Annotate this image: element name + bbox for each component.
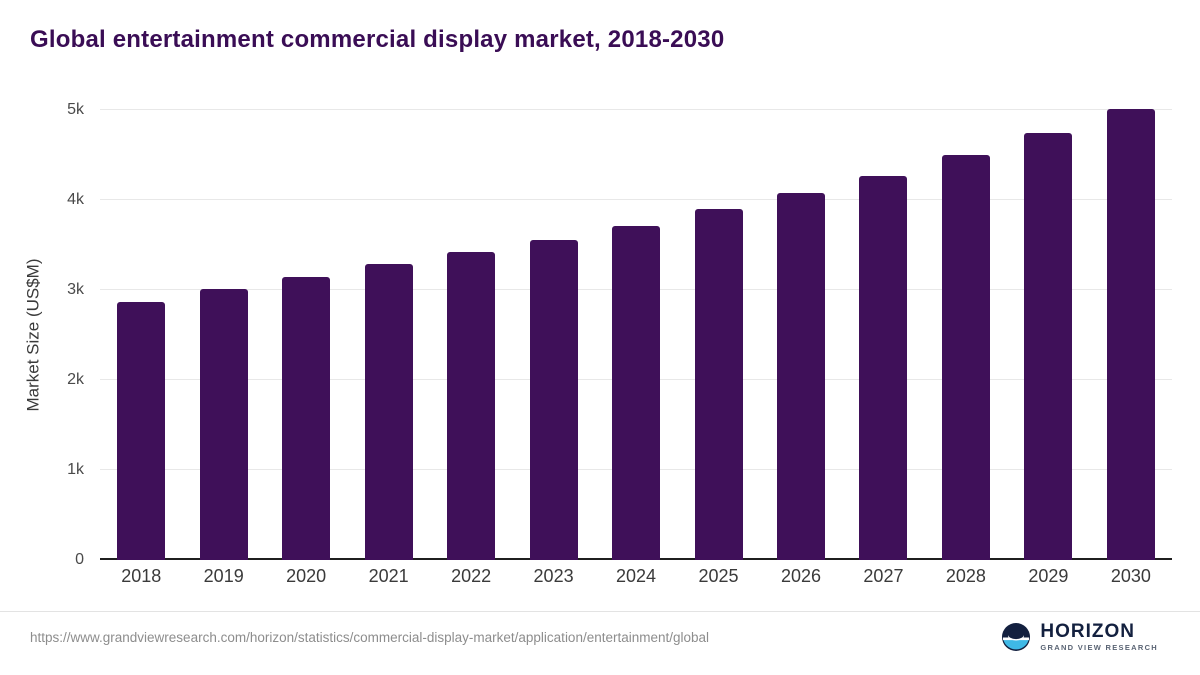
bar-slot <box>677 110 759 560</box>
bar-2023 <box>529 239 578 560</box>
bar-2018 <box>117 301 166 560</box>
x-tick-label: 2019 <box>203 566 244 586</box>
y-tick-label: 3k <box>67 281 84 298</box>
y-tick-label: 0 <box>75 551 84 568</box>
x-tick-label: 2028 <box>945 566 986 586</box>
x-tick-label: 2030 <box>1110 566 1151 586</box>
bar-slot <box>182 110 264 560</box>
plot-area <box>100 109 1172 560</box>
bar-2030 <box>1106 109 1155 560</box>
bar-slot <box>347 110 429 560</box>
x-tick-label: 2025 <box>698 566 739 586</box>
x-tick-label: 2020 <box>286 566 327 586</box>
bar-2022 <box>447 252 496 560</box>
y-tick-label: 4k <box>67 191 84 208</box>
bar-2026 <box>776 192 825 560</box>
bar-slot <box>595 110 677 560</box>
bar-slot <box>100 110 182 560</box>
y-axis-labels: 0 1k 2k 3k 4k 5k <box>40 101 92 568</box>
bar-2029 <box>1024 133 1073 560</box>
gridline <box>100 199 1172 200</box>
x-tick-label: 2024 <box>616 566 657 586</box>
x-tick-label: 2018 <box>121 566 162 586</box>
source-url: https://www.grandviewresearch.com/horizo… <box>30 630 710 645</box>
horizon-logo-icon <box>1002 623 1031 651</box>
bar-2019 <box>199 289 248 560</box>
bar-slot <box>1007 110 1089 560</box>
x-tick-label: 2023 <box>533 566 574 586</box>
bar-2027 <box>859 175 908 560</box>
x-tick-label: 2029 <box>1028 566 1069 586</box>
x-tick-label: 2022 <box>451 566 492 586</box>
x-tick-label: 2027 <box>863 566 904 586</box>
horizon-logo: HORIZON GRAND VIEW RESEARCH <box>1001 622 1158 652</box>
bar-2025 <box>694 209 743 560</box>
y-tick-label: 1k <box>67 461 84 478</box>
x-tick-label: 2021 <box>368 566 409 586</box>
bar-2024 <box>612 226 661 560</box>
gridline <box>100 109 1172 110</box>
bar-2020 <box>282 276 331 560</box>
bar-slot <box>925 110 1007 560</box>
page-title: Global entertainment commercial display … <box>30 26 725 53</box>
logo-name: HORIZON <box>1040 621 1135 643</box>
bar-slot <box>430 110 512 560</box>
footer-divider <box>0 611 1200 612</box>
bar-slot <box>265 110 347 560</box>
bar-slot <box>760 110 842 560</box>
bar-slot <box>842 110 924 560</box>
y-tick-label: 2k <box>67 371 84 388</box>
logo-subtitle: GRAND VIEW RESEARCH <box>1040 643 1158 653</box>
bar-slot <box>512 110 594 560</box>
bar-2028 <box>941 155 990 560</box>
bars-row <box>100 109 1172 560</box>
x-axis-labels: 2018 2019 2020 2021 2022 2023 2024 2025 2026 2027… <box>100 566 1172 587</box>
x-tick-label: 2026 <box>780 566 821 586</box>
y-tick-label: 5k <box>67 101 84 118</box>
bar-slot <box>1090 109 1172 560</box>
bar-2021 <box>364 263 413 560</box>
logo-text: HORIZON GRAND VIEW RESEARCH <box>1040 622 1158 652</box>
